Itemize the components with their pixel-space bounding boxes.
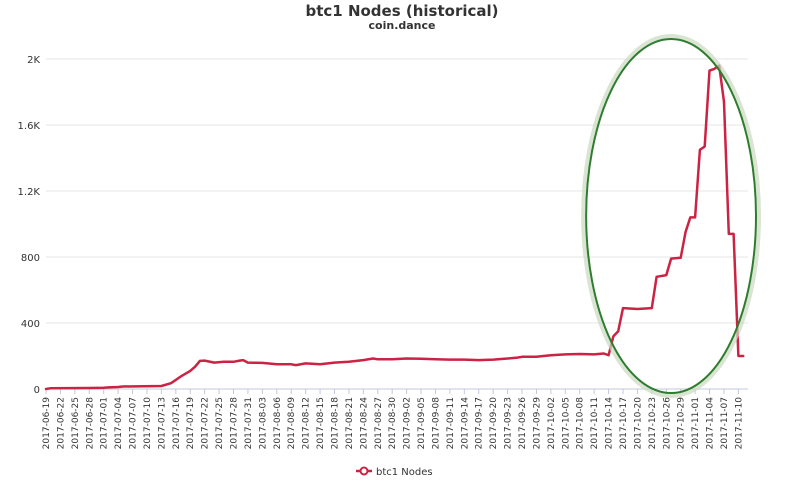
- legend-marker: [359, 466, 369, 476]
- x-tick-label: 2017-08-18: [330, 397, 340, 450]
- x-tick-label: 2017-09-14: [460, 397, 470, 450]
- x-tick-label: 2017-08-27: [374, 397, 384, 449]
- x-tick-label: 2017-09-05: [417, 397, 427, 449]
- x-tick-label: 2017-07-13: [157, 397, 167, 449]
- x-tick-label: 2017-08-24: [359, 397, 369, 450]
- x-tick-label: 2017-08-30: [388, 397, 398, 450]
- chart-title: btc1 Nodes (historical): [305, 2, 499, 20]
- x-tick-label: 2017-10-02: [547, 397, 557, 449]
- x-tick-label: 2017-08-06: [273, 397, 283, 450]
- y-tick-label: 800: [21, 253, 40, 264]
- x-tick-label: 2017-07-10: [143, 397, 153, 450]
- x-tick-label: 2017-07-01: [100, 397, 110, 449]
- legend[interactable]: btc1 Nodes: [356, 466, 433, 478]
- y-tick-label: 400: [21, 319, 40, 330]
- chart-subtitle: coin.dance: [368, 19, 436, 32]
- x-tick-label: 2017-06-22: [56, 397, 66, 449]
- x-tick-label: 2017-09-02: [403, 397, 413, 449]
- x-tick-label: 2017-07-07: [129, 397, 139, 449]
- x-tick-label: 2017-09-20: [489, 397, 499, 450]
- annotation-layer: [581, 34, 761, 398]
- x-tick-label: 2017-09-23: [504, 397, 514, 449]
- series-line-0: [44, 64, 745, 391]
- x-tick-label: 2017-11-10: [734, 397, 744, 450]
- y-tick-label: 0: [34, 385, 40, 396]
- x-tick-label: 2017-07-19: [186, 397, 196, 450]
- x-tick-label: 2017-08-09: [287, 397, 297, 450]
- x-tick-label: 2017-11-01: [691, 397, 701, 449]
- x-tick-label: 2017-10-08: [576, 397, 586, 450]
- x-tick-label: 2017-09-11: [446, 397, 456, 449]
- gridlines: [46, 58, 748, 390]
- annotation-ellipse: [585, 38, 757, 394]
- y-axis: 0 400 800 1.2K 1.6K 2K: [18, 55, 41, 396]
- x-tick-label: 2017-09-29: [532, 397, 542, 450]
- x-tick-label: 2017-09-26: [518, 397, 528, 450]
- x-tick-label: 2017-10-17: [619, 397, 629, 449]
- y-tick-label: 2K: [27, 55, 40, 66]
- x-tick-label: 2017-06-25: [71, 397, 81, 449]
- series-layer: [44, 64, 745, 391]
- x-tick-label: 2017-10-26: [662, 397, 672, 450]
- x-tick-label: 2017-07-16: [172, 397, 182, 450]
- x-tick-label: 2017-10-20: [633, 397, 643, 450]
- x-tick-label: 2017-11-07: [720, 397, 730, 449]
- x-tick-label: 2017-08-21: [345, 397, 355, 449]
- x-tick-label: 2017-10-05: [561, 397, 571, 449]
- legend-label[interactable]: btc1 Nodes: [376, 467, 433, 478]
- x-tick-label: 2017-07-25: [215, 397, 225, 449]
- x-tick-label: 2017-09-08: [431, 397, 441, 450]
- x-tick-label: 2017-08-03: [258, 397, 268, 449]
- x-tick-label: 2017-08-15: [316, 397, 326, 449]
- x-tick-label: 2017-10-11: [590, 397, 600, 449]
- x-tick-label: 2017-06-28: [85, 397, 95, 450]
- x-tick-label: 2017-08-12: [302, 397, 312, 449]
- x-tick-label: 2017-07-28: [230, 397, 240, 450]
- x-tick-label: 2017-09-17: [475, 397, 485, 449]
- x-tick-label: 2017-07-31: [244, 397, 254, 449]
- x-tick-label: 2017-11-04: [706, 397, 716, 450]
- x-tick-label: 2017-07-04: [114, 397, 124, 450]
- x-tick-label: 2017-10-29: [677, 397, 687, 450]
- x-tick-label: 2017-06-19: [42, 397, 52, 450]
- x-axis: 2017-06-19 2017-06-22 2017-06-25 2017-06-28…: [42, 388, 748, 450]
- y-tick-label: 1.6K: [18, 121, 41, 132]
- x-tick-label: 2017-10-14: [605, 397, 615, 450]
- annotation-ellipse-shadow: [581, 34, 761, 398]
- x-tick-label: 2017-10-23: [648, 397, 658, 449]
- x-tick-label: 2017-07-22: [201, 397, 211, 449]
- y-tick-label: 1.2K: [18, 187, 41, 198]
